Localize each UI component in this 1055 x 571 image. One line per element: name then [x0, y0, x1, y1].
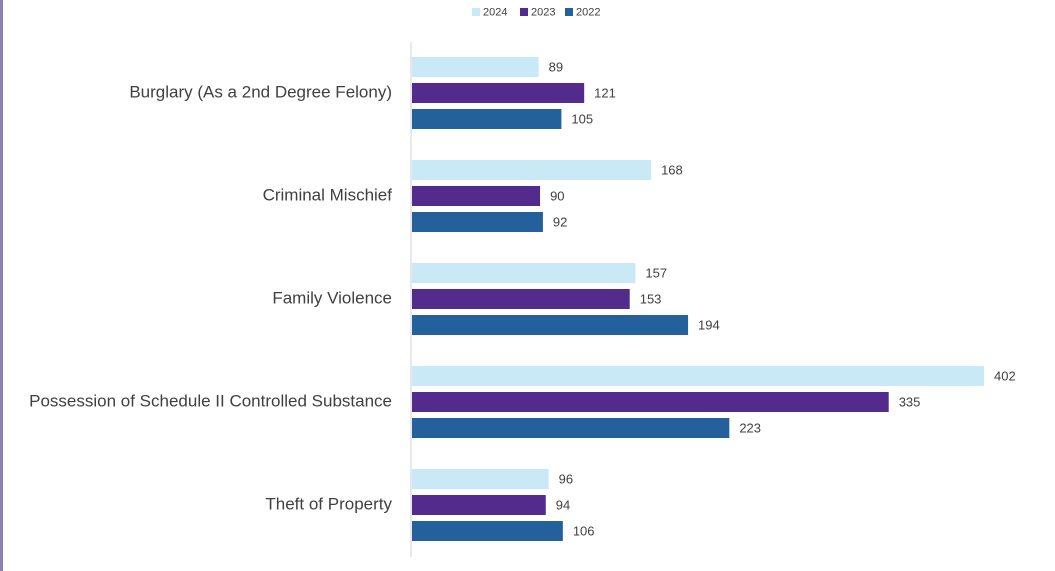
legend-label: 2024	[483, 6, 507, 18]
legend-swatch	[520, 8, 528, 16]
bar	[412, 366, 985, 386]
data-label: 106	[573, 523, 595, 538]
category-label: Burglary (As a 2nd Degree Felony)	[129, 82, 392, 101]
category-label: Family Violence	[272, 288, 392, 307]
data-label: 90	[550, 188, 564, 203]
bar	[412, 186, 541, 206]
data-label: 121	[594, 85, 616, 100]
data-label: 153	[640, 291, 662, 306]
bar	[412, 263, 636, 283]
bar	[412, 495, 546, 515]
bar	[412, 418, 730, 438]
legend-swatch	[472, 8, 480, 16]
data-label: 168	[661, 162, 683, 177]
legend-swatch	[565, 8, 573, 16]
data-label: 92	[553, 214, 567, 229]
data-label: 89	[549, 59, 563, 74]
data-label: 94	[556, 497, 570, 512]
legend-label: 2023	[531, 6, 555, 18]
data-label: 96	[559, 471, 573, 486]
bar	[412, 160, 652, 180]
data-label: 335	[899, 394, 921, 409]
bar	[412, 212, 543, 232]
category-label: Theft of Property	[265, 494, 392, 513]
category-label: Possession of Schedule II Controlled Sub…	[29, 391, 392, 410]
legend-label: 2022	[576, 6, 600, 18]
bar	[412, 289, 630, 309]
bar	[412, 469, 549, 489]
category-label: Criminal Mischief	[263, 185, 393, 204]
bar	[412, 521, 563, 541]
data-label: 157	[645, 265, 667, 280]
data-label: 105	[571, 111, 593, 126]
bar	[412, 109, 562, 129]
bar	[412, 83, 585, 103]
bar	[412, 392, 889, 412]
bar	[412, 57, 539, 77]
data-label: 194	[698, 317, 720, 332]
data-label: 402	[994, 368, 1016, 383]
data-label: 223	[739, 420, 761, 435]
left-border	[0, 0, 3, 571]
bar	[412, 315, 689, 335]
